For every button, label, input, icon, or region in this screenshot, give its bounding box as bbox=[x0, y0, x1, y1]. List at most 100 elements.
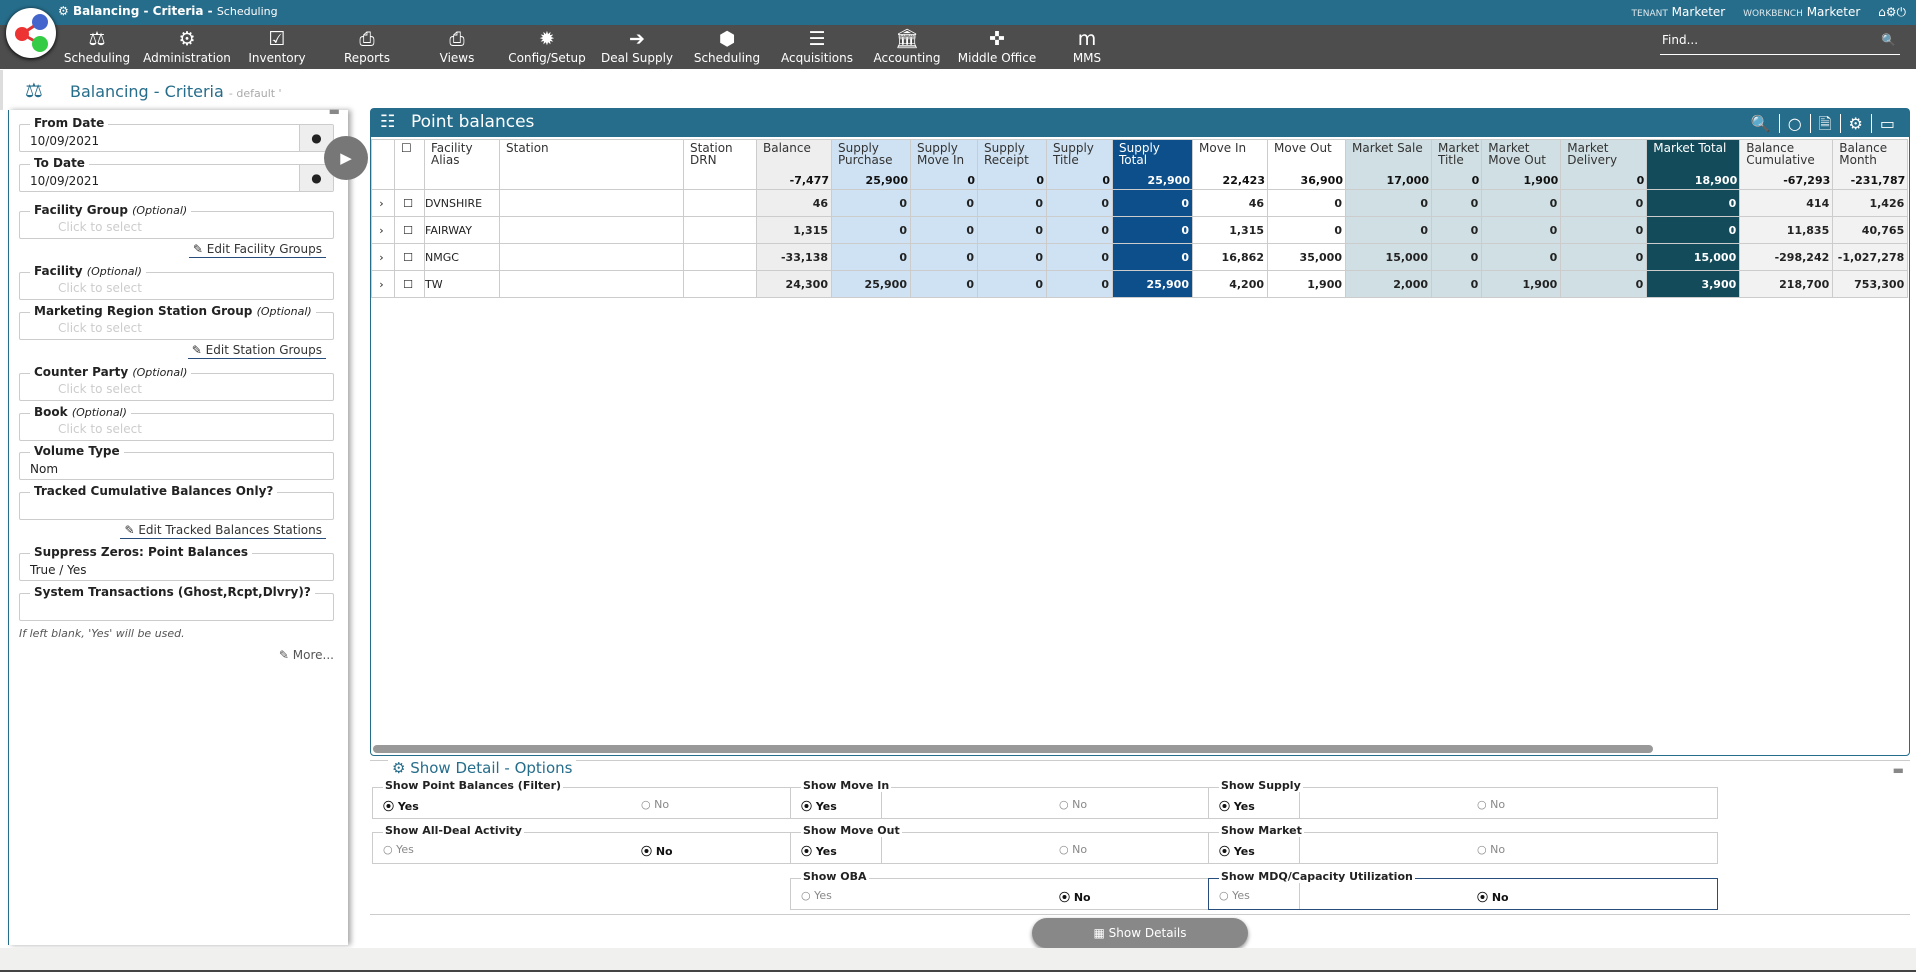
column-header[interactable]: Balance -7,477 bbox=[756, 139, 832, 190]
expand-icon[interactable]: › bbox=[371, 243, 395, 271]
book-field[interactable]: Book (Optional) Click to select bbox=[19, 405, 334, 441]
column-header[interactable]: Move Out 36,900 bbox=[1267, 139, 1346, 190]
row-checkbox[interactable]: ☐ bbox=[394, 216, 425, 244]
facility-group-field[interactable]: Facility Group (Optional) Click to select bbox=[19, 203, 334, 239]
station-group-field[interactable]: Marketing Region Station Group (Optional… bbox=[19, 304, 334, 340]
nav-item-mms[interactable]: m MMS bbox=[1042, 27, 1132, 65]
table-row[interactable]: › ☐ TW 24,300 25,900 0 0 0 25,900 4,200 1,900 2,000… bbox=[371, 270, 1909, 298]
no-radio[interactable]: ○ No bbox=[641, 798, 670, 811]
nav-item-acquisitions[interactable]: ☰ Acquisitions bbox=[772, 27, 862, 65]
to-date-field[interactable]: To Date 10/09/2021 ● bbox=[19, 156, 334, 192]
home-icon[interactable]: ⌂ bbox=[1878, 5, 1886, 19]
no-radio[interactable]: ○ No bbox=[1059, 843, 1088, 856]
column-header[interactable]: Market Move Out 1,900 bbox=[1481, 139, 1562, 190]
gear-icon[interactable]: ⚙ bbox=[1885, 5, 1897, 19]
workbench-value[interactable]: Marketer bbox=[1806, 5, 1861, 19]
to-date-value[interactable]: 10/09/2021 bbox=[30, 174, 100, 188]
expand-icon[interactable]: › bbox=[371, 216, 395, 244]
settings-icon[interactable]: ⚙ bbox=[1839, 114, 1871, 133]
select-all-checkbox[interactable]: ☐ bbox=[394, 139, 425, 190]
no-radio[interactable]: ○ No bbox=[1477, 843, 1506, 856]
yes-radio[interactable]: ○ Yes bbox=[383, 843, 414, 856]
more-text: More... bbox=[292, 648, 334, 662]
nav-item-middle-office[interactable]: ✜ Middle Office bbox=[952, 27, 1042, 65]
nav-item-scheduling[interactable]: ⬢ Scheduling bbox=[682, 27, 772, 65]
edit-tracked-link[interactable]: ✎ Edit Tracked Balances Stations bbox=[120, 523, 326, 539]
column-header[interactable]: Supply Purchase 25,900 bbox=[831, 139, 911, 190]
table-row[interactable]: › ☐ DVNSHIRE 46 0 0 0 0 0 46 0 0 0 0 0 0 414 1,426 bbox=[371, 189, 1909, 217]
nav-item-administration[interactable]: ⚙ Administration bbox=[142, 27, 232, 65]
column-header[interactable]: Supply Move In 0 bbox=[910, 139, 978, 190]
calendar-icon[interactable]: ● bbox=[299, 125, 333, 151]
suppress-zeros-field[interactable]: Suppress Zeros: Point Balances True / Yes bbox=[19, 545, 334, 581]
from-date-value[interactable]: 10/09/2021 bbox=[30, 134, 100, 148]
column-header[interactable]: Market Title 0 bbox=[1430, 139, 1483, 190]
expand-icon[interactable]: › bbox=[371, 270, 395, 298]
cell: 0 bbox=[1560, 189, 1648, 217]
column-header[interactable]: Supply Receipt 0 bbox=[977, 139, 1047, 190]
excel-export-icon[interactable]: 🗎 bbox=[1809, 114, 1840, 133]
yes-radio[interactable]: ⦿ Yes bbox=[1219, 800, 1255, 813]
facility-field[interactable]: Facility (Optional) Click to select bbox=[19, 264, 334, 300]
cell: 0 bbox=[910, 270, 978, 298]
column-header[interactable]: Station bbox=[499, 139, 684, 190]
collapse-icon[interactable]: ▬ bbox=[328, 104, 340, 118]
column-header[interactable]: Move In 22,423 bbox=[1192, 139, 1268, 190]
column-header[interactable]: Balance Cumulative -67,293 bbox=[1739, 139, 1834, 190]
yes-radio[interactable]: ⦿ Yes bbox=[1219, 845, 1255, 858]
nav-item-deal-supply[interactable]: ➔ Deal Supply bbox=[592, 27, 682, 65]
edit-station-groups-link[interactable]: ✎ Edit Station Groups bbox=[187, 343, 326, 359]
expand-icon[interactable]: › bbox=[371, 189, 395, 217]
counter-party-field[interactable]: Counter Party (Optional) Click to select bbox=[19, 365, 334, 401]
show-details-button[interactable]: ▦ Show Details bbox=[1032, 918, 1248, 948]
yes-radio[interactable]: ⦿ Yes bbox=[383, 800, 419, 813]
column-header[interactable]: Balance Month -231,787 bbox=[1832, 139, 1909, 190]
nav-item-scheduling[interactable]: ⚖ Scheduling bbox=[52, 27, 142, 65]
nav-item-inventory[interactable]: ☑ Inventory bbox=[232, 27, 322, 65]
yes-radio[interactable]: ⦿ Yes bbox=[801, 845, 837, 858]
from-date-field[interactable]: From Date 10/09/2021 ● bbox=[19, 116, 334, 152]
no-radio[interactable]: ⦿ No bbox=[1477, 891, 1509, 904]
collapse-icon[interactable]: ▬ bbox=[1892, 763, 1904, 777]
nav-item-views[interactable]: ⎙ Views bbox=[412, 27, 502, 65]
horizontal-scrollbar[interactable] bbox=[373, 745, 1653, 753]
app-logo[interactable] bbox=[6, 8, 56, 58]
search-icon[interactable]: 🔍 bbox=[1881, 33, 1896, 47]
table-row[interactable]: › ☐ NMGC -33,138 0 0 0 0 0 16,862 35,000 15,000 0 0 0 1… bbox=[371, 243, 1909, 271]
column-header[interactable]: Facility Alias bbox=[424, 139, 500, 190]
yes-radio[interactable]: ○ Yes bbox=[1219, 889, 1250, 902]
search-icon[interactable]: 🔍 bbox=[1750, 114, 1771, 133]
column-header[interactable]: Market Delivery 0 bbox=[1560, 139, 1648, 190]
tenant-value[interactable]: Marketer bbox=[1671, 5, 1726, 19]
nav-label: Middle Office bbox=[957, 51, 1037, 65]
power-icon[interactable]: ⏻ bbox=[1896, 5, 1907, 19]
column-header[interactable]: Market Total 18,900 bbox=[1646, 139, 1741, 190]
maximize-icon[interactable]: ▭ bbox=[1870, 114, 1903, 133]
nav-item-reports[interactable]: ⎙ Reports bbox=[322, 27, 412, 65]
column-header[interactable]: Supply Total 25,900 bbox=[1112, 139, 1193, 190]
row-checkbox[interactable]: ☐ bbox=[394, 270, 425, 298]
tracked-field[interactable]: Tracked Cumulative Balances Only? bbox=[19, 484, 334, 520]
more-link[interactable]: ✎ More... bbox=[278, 648, 334, 662]
table-row[interactable]: › ☐ FAIRWAY 1,315 0 0 0 0 0 1,315 0 0 0 0 0 0 11,835 40,7… bbox=[371, 216, 1909, 244]
yes-radio[interactable]: ⦿ Yes bbox=[801, 800, 837, 813]
system-transactions-field[interactable]: System Transactions (Ghost,Rcpt,Dlvry)? bbox=[19, 585, 334, 621]
column-total: 25,900 bbox=[865, 174, 908, 187]
run-button[interactable]: ▶ bbox=[324, 136, 368, 180]
column-header[interactable]: Supply Title 0 bbox=[1046, 139, 1113, 190]
refresh-icon[interactable]: ○ bbox=[1778, 114, 1810, 133]
no-radio[interactable]: ⦿ No bbox=[641, 845, 673, 858]
volume-type-field[interactable]: Volume Type Nom bbox=[19, 444, 334, 480]
no-radio[interactable]: ○ No bbox=[1059, 798, 1088, 811]
row-checkbox[interactable]: ☐ bbox=[394, 189, 425, 217]
edit-facility-groups-link[interactable]: ✎ Edit Facility Groups bbox=[188, 242, 326, 258]
nav-item-config-setup[interactable]: ✹ Config/Setup bbox=[502, 27, 592, 65]
no-radio[interactable]: ○ No bbox=[1477, 798, 1506, 811]
row-checkbox[interactable]: ☐ bbox=[394, 243, 425, 271]
column-header[interactable]: Station DRN bbox=[683, 139, 757, 190]
search-input[interactable]: Find... 🔍 bbox=[1660, 33, 1900, 55]
yes-radio[interactable]: ○ Yes bbox=[801, 889, 832, 902]
nav-item-accounting[interactable]: 🏛 Accounting bbox=[862, 27, 952, 65]
no-radio[interactable]: ⦿ No bbox=[1059, 891, 1091, 904]
column-header[interactable]: Market Sale 17,000 bbox=[1345, 139, 1432, 190]
